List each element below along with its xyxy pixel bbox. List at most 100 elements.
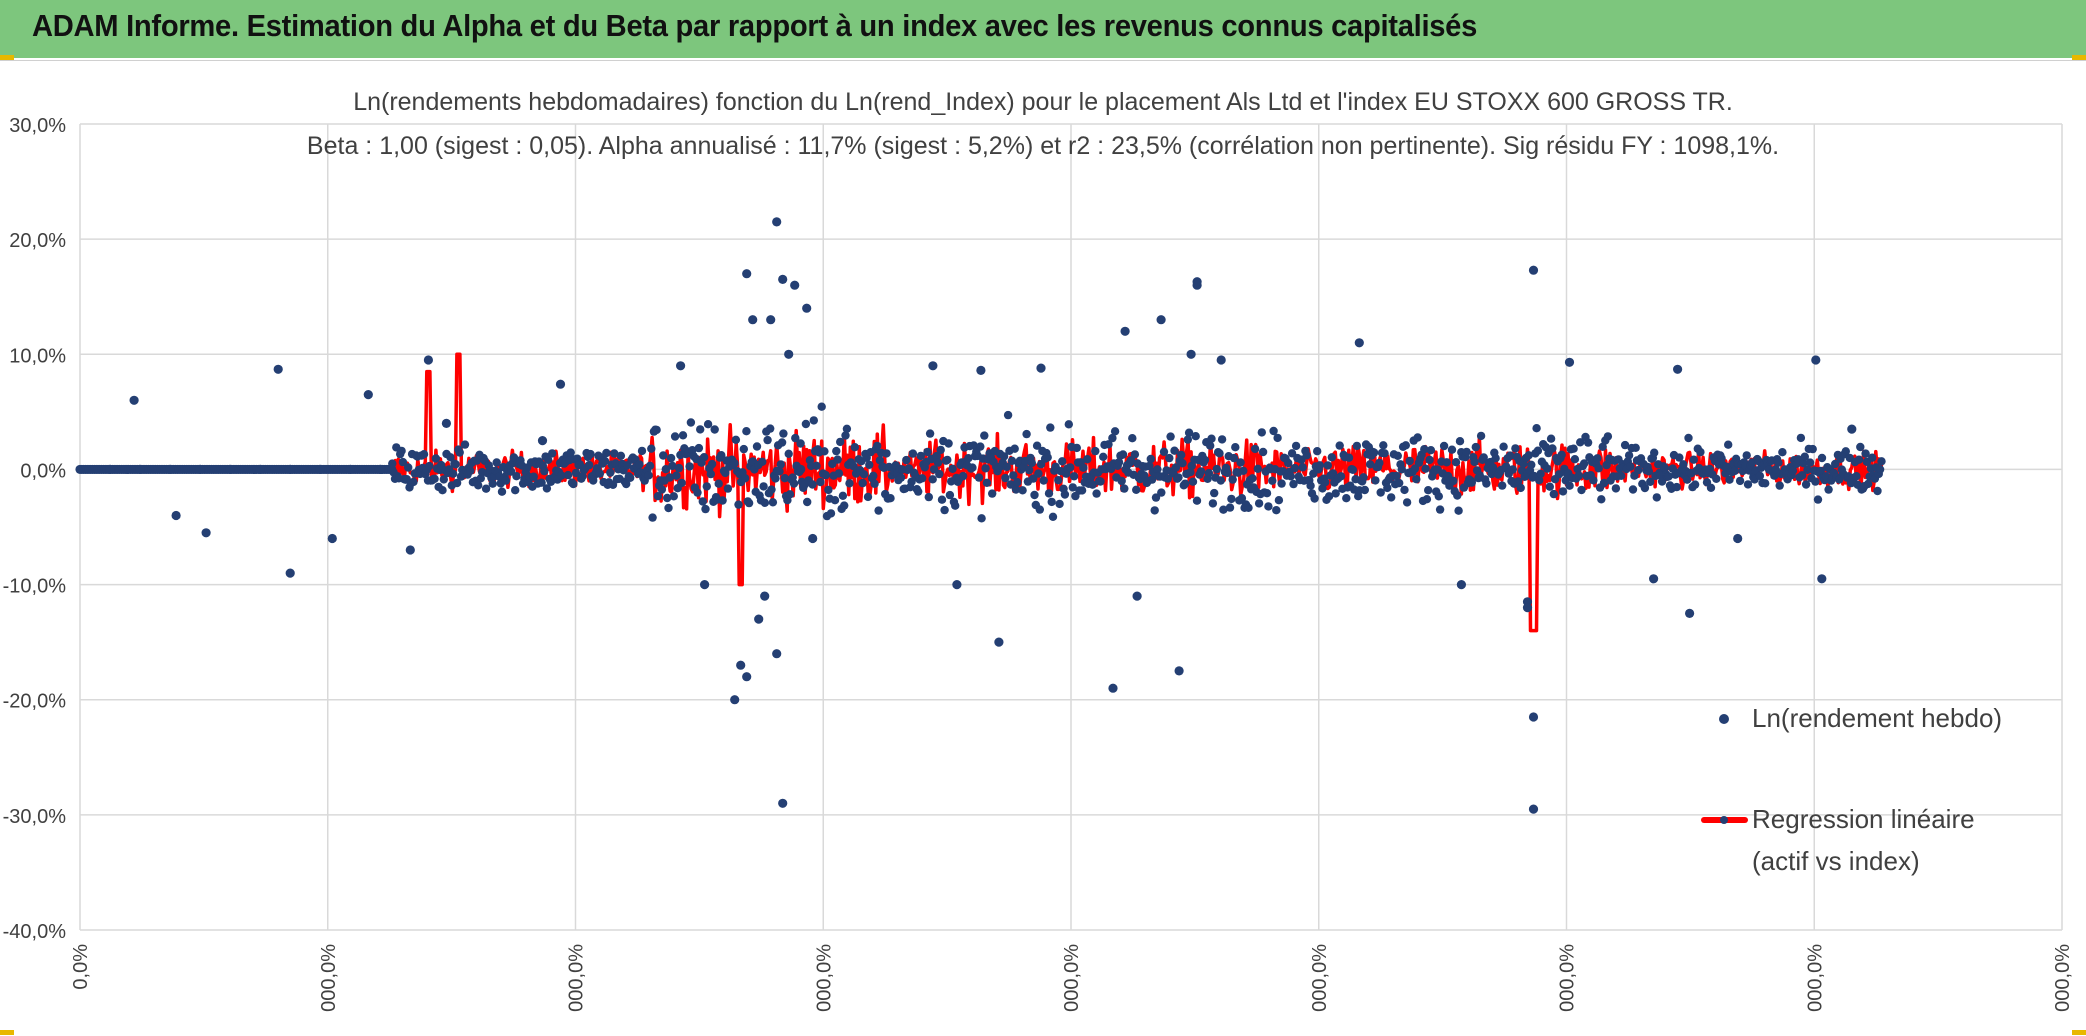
data-point <box>1114 458 1124 467</box>
data-point <box>1589 476 1598 485</box>
data-point <box>1502 462 1511 471</box>
data-point <box>1685 608 1695 619</box>
data-point <box>1104 440 1113 449</box>
data-point <box>1434 492 1444 501</box>
data-point <box>1402 498 1412 507</box>
y-tick-label: -20,0% <box>3 691 67 713</box>
data-point <box>702 482 711 491</box>
data-point <box>1796 433 1806 443</box>
data-point <box>1535 476 1544 485</box>
data-point <box>1174 473 1183 482</box>
data-point <box>1258 447 1268 457</box>
data-point <box>653 492 663 501</box>
data-point <box>1099 452 1108 461</box>
data-point <box>1413 433 1422 442</box>
x-tick-label: 000,0% <box>2052 944 2074 1012</box>
data-point <box>663 493 672 503</box>
data-point <box>606 468 615 477</box>
data-point <box>784 349 794 359</box>
data-point <box>648 513 657 522</box>
data-point <box>1817 453 1827 463</box>
data-point <box>1184 428 1194 437</box>
data-point <box>772 217 782 227</box>
data-point <box>1108 683 1118 693</box>
data-point <box>1640 483 1650 493</box>
corner-marker <box>0 1030 14 1035</box>
data-point <box>105 464 115 474</box>
data-point <box>1166 432 1175 441</box>
data-point <box>571 468 581 478</box>
data-point <box>1088 480 1097 489</box>
data-point <box>943 455 952 465</box>
data-point <box>1108 433 1117 443</box>
data-point <box>1126 456 1136 465</box>
data-point <box>742 269 752 279</box>
data-point <box>1120 484 1129 493</box>
data-point <box>1313 447 1322 456</box>
data-point <box>1479 453 1488 462</box>
data-point <box>135 464 145 474</box>
data-point <box>1046 423 1055 432</box>
data-point <box>544 455 553 464</box>
data-point <box>740 474 750 483</box>
data-point <box>566 448 575 457</box>
data-point <box>1570 455 1580 464</box>
x-tick-label: 000,0% <box>1804 944 1826 1012</box>
data-point <box>669 492 678 501</box>
data-point <box>430 474 439 483</box>
data-point <box>1118 450 1128 459</box>
data-point <box>937 495 947 504</box>
y-tick-label: -30,0% <box>3 806 67 828</box>
data-point <box>1397 465 1407 474</box>
data-point <box>916 451 925 461</box>
data-point <box>999 452 1009 461</box>
data-point <box>820 447 829 456</box>
data-point <box>777 438 787 447</box>
data-point <box>1208 499 1218 508</box>
data-point <box>1110 427 1120 436</box>
data-point <box>1664 472 1673 481</box>
data-point <box>1626 462 1635 471</box>
data-point <box>388 459 397 468</box>
data-point <box>1516 483 1525 493</box>
data-point <box>1150 506 1159 515</box>
data-point <box>1513 477 1523 486</box>
data-point <box>659 451 668 460</box>
data-point <box>1799 459 1808 468</box>
data-point <box>1580 459 1589 468</box>
data-point <box>710 425 719 434</box>
corner-marker <box>2072 55 2086 60</box>
data-point <box>1348 465 1358 474</box>
data-point <box>859 470 869 479</box>
data-point <box>201 528 211 538</box>
data-point <box>744 498 754 508</box>
data-point <box>780 474 789 483</box>
data-point <box>1269 426 1278 436</box>
data-point <box>1453 491 1462 500</box>
data-point <box>1130 450 1140 459</box>
data-point <box>1003 410 1013 420</box>
data-point <box>1273 433 1282 443</box>
data-point <box>1146 454 1156 464</box>
data-point <box>886 494 895 503</box>
data-point <box>1462 447 1471 457</box>
data-point <box>466 466 475 475</box>
data-point <box>707 459 717 469</box>
data-point <box>1617 471 1626 480</box>
data-point <box>1380 449 1389 458</box>
data-point <box>1546 434 1556 443</box>
data-point <box>842 424 852 433</box>
data-point <box>874 506 883 515</box>
data-point <box>1225 503 1235 512</box>
data-point <box>1788 466 1798 475</box>
data-point <box>1054 476 1063 485</box>
data-point <box>1536 469 1545 478</box>
data-point <box>1856 442 1865 452</box>
data-point <box>1228 475 1237 484</box>
data-point <box>1239 466 1248 475</box>
data-point <box>952 580 962 590</box>
data-point <box>1583 438 1593 447</box>
data-point <box>1262 489 1272 498</box>
data-point <box>652 425 661 435</box>
data-point <box>964 454 973 463</box>
